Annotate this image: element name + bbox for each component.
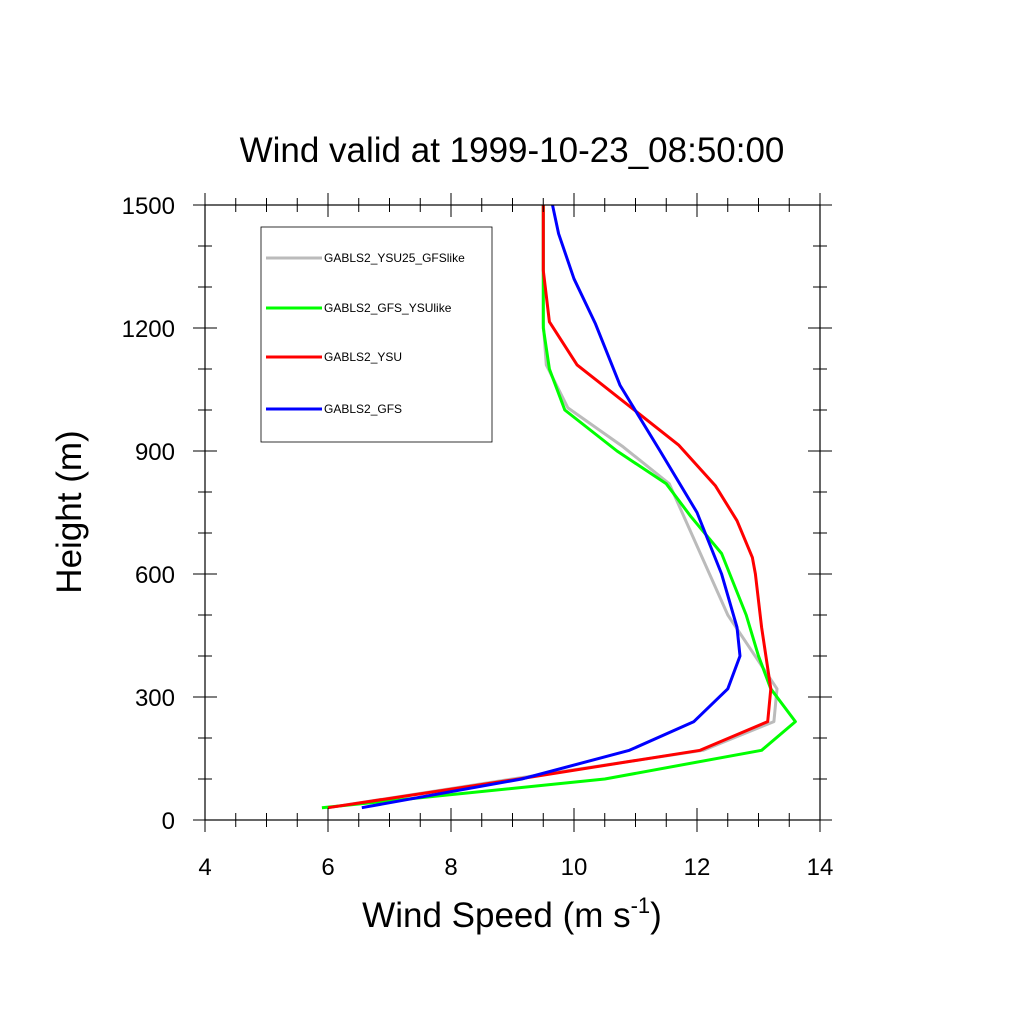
x-tick-label: 10: [561, 854, 588, 881]
legend-label: GABLS2_GFS_YSUlike: [324, 301, 452, 315]
y-tick-label: 1500: [122, 193, 175, 220]
y-tick-label: 1200: [122, 316, 175, 343]
y-axis-title: Height (m): [50, 430, 89, 593]
x-axis-title: Wind Speed (m s-1): [362, 893, 662, 935]
x-tick-label: 4: [198, 854, 211, 881]
x-tick-label: 6: [321, 854, 334, 881]
legend: GABLS2_YSU25_GFSlike GABLS2_GFS_YSUlike GA…: [260, 226, 493, 443]
ticks-layer: 4 6 8 10 12 14 0 300 600 900 1200 1500: [122, 193, 834, 881]
chart-title: Wind valid at 1999-10-23_08:50:00: [240, 131, 785, 170]
series-line-2: [321, 205, 797, 810]
y-tick-label: 900: [135, 439, 175, 466]
y-tick-label: 600: [135, 562, 175, 589]
series-line-4: [361, 204, 742, 810]
x-tick-label: 12: [684, 854, 711, 881]
legend-label: GABLS2_YSU: [324, 350, 402, 364]
legend-label: GABLS2_GFS: [324, 402, 402, 416]
series-layer: [321, 204, 797, 810]
x-axis-title-main: Wind Speed (m s: [362, 896, 630, 935]
x-axis-title-close: ): [650, 896, 662, 935]
x-tick-label: 8: [444, 854, 457, 881]
y-tick-label: 300: [135, 685, 175, 712]
legend-box: [260, 226, 493, 443]
series-line-3: [327, 205, 773, 810]
x-tick-label: 14: [807, 854, 834, 881]
legend-label: GABLS2_YSU25_GFSlike: [324, 251, 465, 265]
y-tick-label: 0: [162, 808, 175, 835]
x-axis-title-superscript: -1: [631, 893, 651, 918]
